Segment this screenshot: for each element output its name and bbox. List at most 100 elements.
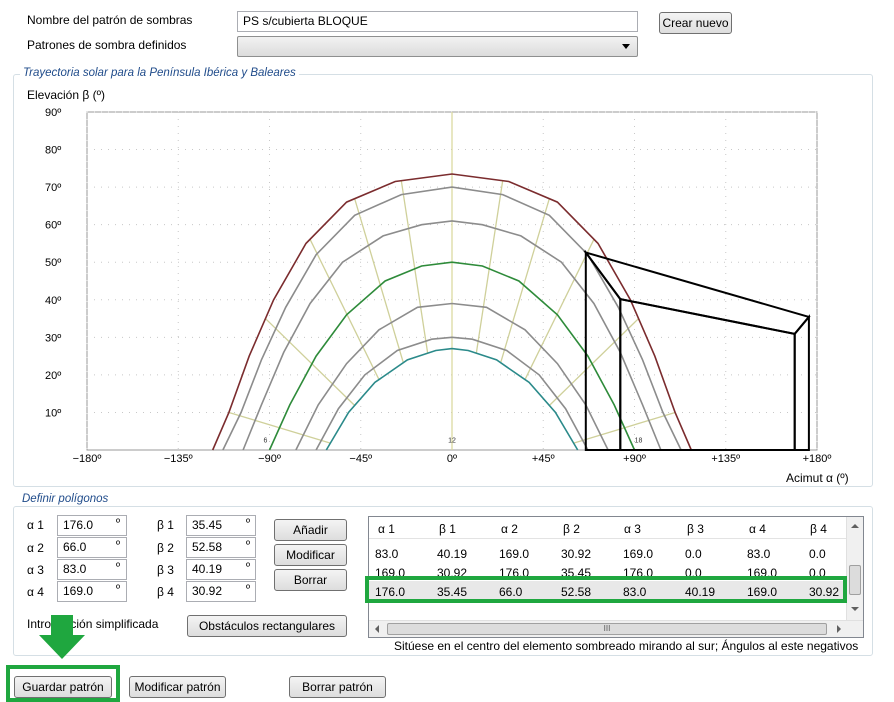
y-tick-label: 60º <box>45 220 61 232</box>
table-cell: 66.0 <box>499 585 523 599</box>
sun-path-curve <box>211 173 693 451</box>
table-header: α 1 β 1 α 2 β 2 α 3 β 3 α 4 β 4 <box>369 517 847 539</box>
y-tick-label: 20º <box>45 370 61 382</box>
alpha3-input[interactable]: 83.0 <box>57 559 127 580</box>
scroll-down-icon[interactable] <box>851 607 859 611</box>
table-cell: 176.0 <box>375 585 406 599</box>
beta4-unit: º <box>246 583 251 595</box>
hour-line <box>524 239 595 380</box>
rect-obstacles-button[interactable]: Obstáculos rectangulares <box>187 615 347 637</box>
table-cell: 169.0 <box>747 585 778 599</box>
pattern-name-input[interactable]: PS s/cubierta BLOQUE <box>237 11 638 32</box>
alpha1-input[interactable]: 176.0 <box>57 515 127 536</box>
beta3-unit: º <box>246 561 251 573</box>
beta3-label: β 3 <box>157 563 174 577</box>
hour-line <box>475 180 504 354</box>
alpha3-label: α 3 <box>27 563 44 577</box>
alpha2-label: α 2 <box>27 541 44 555</box>
modify-button[interactable]: Modificar <box>274 544 347 566</box>
table-cell: 30.92 <box>809 585 840 599</box>
y-tick-label: 10º <box>45 407 61 419</box>
create-new-button[interactable]: Crear nuevo <box>659 12 732 34</box>
table-cell: 0.0 <box>809 547 826 561</box>
obstacle-polygon <box>583 250 811 335</box>
x-tick-label: −90º <box>258 453 281 465</box>
beta1-input[interactable]: 35.45 <box>186 515 256 536</box>
hour-line <box>309 239 380 380</box>
delete-pattern-button[interactable]: Borrar patrón <box>289 676 386 698</box>
table-cell: 83.0 <box>623 585 647 599</box>
sun-path-chart: −180º −135º −90º −45º 0º +45º +90º +135º +180º 10… <box>45 107 831 465</box>
chart-labels: −180º −135º −90º −45º 0º +45º +90º +135º +180º 10… <box>45 107 831 465</box>
table-row[interactable]: 83.0 40.19 169.0 30.92 169.0 0.0 83.0 0.… <box>369 543 847 565</box>
obstacle-polygon <box>584 249 622 451</box>
chart-grid <box>86 111 818 451</box>
col-header: β 2 <box>563 522 580 536</box>
table-cell: 40.19 <box>685 585 716 599</box>
col-header: α 3 <box>624 522 641 536</box>
sun-path-curve <box>315 336 589 451</box>
alpha1-label: α 1 <box>27 518 44 532</box>
sun-path-curve <box>222 186 682 451</box>
y-axis-label: Elevación β (º) <box>27 88 105 102</box>
hour-line <box>264 318 356 406</box>
x-tick-label: +45º <box>532 453 555 465</box>
col-header: α 4 <box>749 522 766 536</box>
defined-patterns-select[interactable] <box>237 36 638 57</box>
scroll-up-icon[interactable] <box>851 524 859 528</box>
arrow-down-icon <box>39 615 85 659</box>
table-cell: 0.0 <box>685 547 702 561</box>
horizontal-scroll-thumb[interactable]: III <box>387 623 827 635</box>
alpha2-unit: º <box>116 539 121 551</box>
pattern-name-label: Nombre del patrón de sombras <box>27 13 193 27</box>
table-cell: 52.58 <box>561 585 592 599</box>
obstacle-polygon <box>793 314 810 451</box>
col-header: β 3 <box>687 522 704 536</box>
table-cell: 169.0 <box>623 547 654 561</box>
selected-row-highlight <box>365 576 847 603</box>
vertical-scroll-thumb[interactable] <box>849 565 861 595</box>
alpha4-input[interactable]: 169.0 <box>57 581 127 602</box>
vertical-scrollbar[interactable] <box>846 517 863 621</box>
table-row-selected[interactable]: 176.0 35.45 66.0 52.58 83.0 40.19 169.0 … <box>369 581 847 603</box>
beta4-input[interactable]: 30.92 <box>186 581 256 602</box>
scroll-right-icon[interactable] <box>837 625 841 633</box>
col-header: β 1 <box>439 522 456 536</box>
obstacle-polygon <box>619 297 796 451</box>
chart-curves <box>211 173 693 451</box>
save-button-highlight <box>6 665 120 702</box>
x-tick-label: −45º <box>349 453 372 465</box>
hour-line <box>500 198 550 363</box>
table-cell: 30.92 <box>561 547 592 561</box>
x-tick-label: 0º <box>447 453 457 465</box>
hour-label: 12 <box>448 437 456 444</box>
col-header: α 1 <box>378 522 395 536</box>
beta2-input[interactable]: 52.58 <box>186 537 256 558</box>
polygons-table[interactable]: α 1 β 1 α 2 β 2 α 3 β 3 α 4 β 4 83.0 40.… <box>368 516 864 638</box>
sun-path-curve <box>268 261 636 451</box>
hour-line <box>354 198 404 363</box>
modify-pattern-button[interactable]: Modificar patrón <box>129 676 226 698</box>
x-axis-label: Acimut α (º) <box>786 471 849 485</box>
alpha2-input[interactable]: 66.0 <box>57 537 127 558</box>
scroll-left-icon[interactable] <box>375 625 379 633</box>
polygons-group <box>13 506 873 656</box>
x-tick-label: +135º <box>711 453 740 465</box>
defined-patterns-label: Patrones de sombra definidos <box>27 38 187 52</box>
beta3-input[interactable]: 40.19 <box>186 559 256 580</box>
trajectory-group-title: Trayectoria solar para la Península Ibér… <box>20 67 299 79</box>
add-button[interactable]: Añadir <box>274 519 347 541</box>
sun-path-curve <box>325 347 579 451</box>
save-pattern-button[interactable]: Guardar patrón <box>14 676 112 698</box>
beta2-label: β 2 <box>157 541 174 555</box>
beta4-label: β 4 <box>157 585 174 599</box>
delete-button[interactable]: Borrar <box>274 569 347 591</box>
table-cell: 35.45 <box>437 585 468 599</box>
horizontal-scrollbar[interactable]: III <box>369 620 863 637</box>
hour-line <box>400 180 429 354</box>
sun-path-curve <box>242 220 662 451</box>
chevron-down-icon <box>622 44 630 49</box>
table-cell: 83.0 <box>747 547 771 561</box>
table-cell: 40.19 <box>437 547 468 561</box>
x-tick-label: −135º <box>164 453 193 465</box>
